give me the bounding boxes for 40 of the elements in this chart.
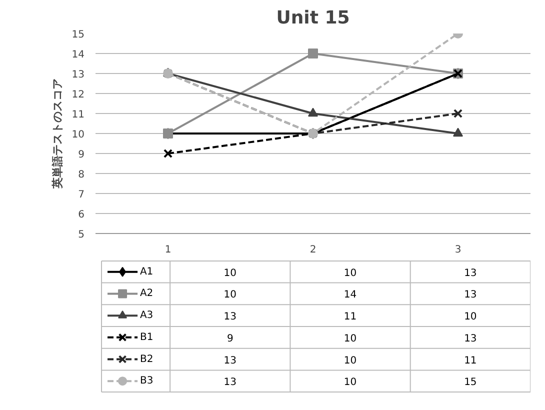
y-tick-label: 9 xyxy=(78,150,85,160)
y-tick-label: 10 xyxy=(72,130,85,140)
data-label: 13 xyxy=(464,268,477,279)
legend-label: B1 xyxy=(140,332,154,343)
data-label: 10 xyxy=(344,377,357,388)
legend-label: A2 xyxy=(140,288,154,300)
y-axis-title: 英単語テストのスコア xyxy=(50,78,64,190)
y-tick-label: 12 xyxy=(72,90,85,100)
y-tick-label: 14 xyxy=(72,50,85,60)
data-label: 10 xyxy=(344,268,357,279)
y-tick-label: 7 xyxy=(78,190,85,200)
data-label: 15 xyxy=(464,377,477,388)
data-label: 13 xyxy=(464,290,477,301)
legend-label: B3 xyxy=(140,376,154,387)
chart-title: Unit 15 xyxy=(276,8,350,28)
data-label: 11 xyxy=(344,312,357,323)
data-label: 10 xyxy=(344,333,357,344)
x-tick-label: 1 xyxy=(164,244,172,256)
y-tick-label: 5 xyxy=(78,230,85,240)
x-tick-label: 2 xyxy=(310,244,316,256)
data-label: 13 xyxy=(224,377,237,388)
data-label: 10 xyxy=(224,290,237,301)
data-label: 13 xyxy=(224,355,237,366)
data-label: 10 xyxy=(344,355,357,366)
data-label: 14 xyxy=(344,290,357,301)
data-label: 10 xyxy=(224,268,237,279)
data-label: 9 xyxy=(226,333,234,344)
y-tick-label: 6 xyxy=(78,210,85,220)
legend-label: B2 xyxy=(140,354,154,365)
y-tick-label: 15 xyxy=(72,30,85,40)
data-label: 10 xyxy=(464,312,477,323)
legend-label: A1 xyxy=(140,266,154,278)
y-tick-label: 11 xyxy=(72,110,85,120)
y-tick-label: 8 xyxy=(78,170,85,180)
data-label: 13 xyxy=(224,312,237,323)
data-label: 11 xyxy=(464,355,477,366)
legend-label: A3 xyxy=(140,310,154,322)
y-tick-label: 13 xyxy=(72,70,85,80)
x-tick-label: 3 xyxy=(454,244,462,256)
data-label: 13 xyxy=(464,333,477,344)
